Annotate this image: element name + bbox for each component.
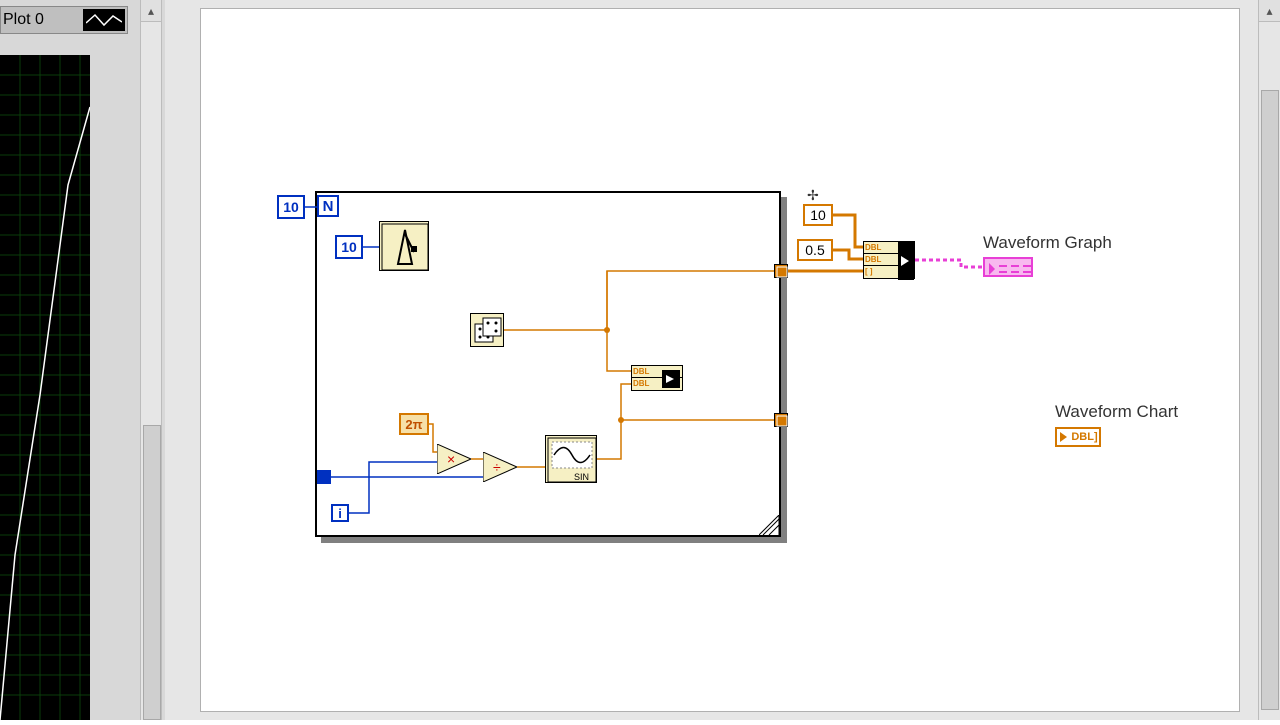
front-panel-scrollbar[interactable]: ▴ xyxy=(140,0,162,720)
wait-ms-function[interactable] xyxy=(379,221,429,271)
random-number-function[interactable] xyxy=(470,313,504,347)
sine-function[interactable]: SIN xyxy=(545,435,597,483)
build-array-function[interactable]: DBL DBL xyxy=(631,365,683,391)
t0-constant[interactable]: 10 xyxy=(803,204,833,226)
svg-text:÷: ÷ xyxy=(493,459,501,475)
plot-line-style-icon[interactable] xyxy=(83,9,125,31)
sine-icon: SIN xyxy=(546,436,598,484)
front-panel-strip: Plot 0 ▴ xyxy=(0,0,165,720)
divide-icon: ÷ xyxy=(483,452,521,482)
multiply-icon: × xyxy=(437,444,475,474)
block-diagram-scrollbar[interactable]: ▴ xyxy=(1258,0,1280,720)
graph-svg xyxy=(0,55,90,720)
tunnel-array-bottom[interactable] xyxy=(774,413,788,427)
bd-scroll-thumb[interactable] xyxy=(1261,90,1279,710)
n-terminal[interactable]: N xyxy=(317,195,339,217)
waveform-graph-plot-area[interactable] xyxy=(0,55,90,720)
scroll-up-icon[interactable]: ▴ xyxy=(141,0,161,22)
multiply-function[interactable]: × xyxy=(437,444,475,474)
svg-text:SIN: SIN xyxy=(574,472,589,482)
block-diagram-canvas[interactable]: 10 N 10 2π × xyxy=(200,8,1240,712)
for-loop-resize-icon[interactable] xyxy=(759,515,779,535)
chart-terminal-type: DBL xyxy=(1071,431,1094,443)
loop-index-source[interactable] xyxy=(317,470,331,484)
loop-count-constant[interactable]: 10 xyxy=(277,195,305,219)
block-diagram-panel: 10 N 10 2π × xyxy=(165,0,1280,720)
bd-scroll-up-icon[interactable]: ▴ xyxy=(1259,0,1280,22)
plot-legend[interactable]: Plot 0 xyxy=(0,6,128,34)
svg-text:×: × xyxy=(447,451,455,467)
chart-terminal-icon xyxy=(1058,429,1070,445)
two-pi-constant[interactable]: 2π xyxy=(399,413,429,435)
divide-function[interactable]: ÷ xyxy=(483,452,521,482)
bundle-output-icon xyxy=(898,242,914,280)
scroll-thumb[interactable] xyxy=(143,425,161,720)
dice-icon xyxy=(471,314,505,348)
array-append-icon xyxy=(662,370,680,388)
cursor-icon: ✢ xyxy=(807,187,819,204)
waveform-chart-label: Waveform Chart xyxy=(1055,402,1178,422)
tunnel-array-top[interactable] xyxy=(774,264,788,278)
graph-terminal-icon xyxy=(985,259,1035,279)
metronome-icon xyxy=(380,222,430,272)
waveform-graph-label: Waveform Graph xyxy=(983,233,1112,253)
iteration-terminal[interactable]: i xyxy=(331,504,349,522)
wait-ms-constant[interactable]: 10 xyxy=(335,235,363,259)
dt-constant[interactable]: 0.5 xyxy=(797,239,833,261)
plot-legend-label: Plot 0 xyxy=(1,11,83,29)
waveform-chart-terminal[interactable]: DBL] xyxy=(1055,427,1101,447)
waveform-graph-terminal[interactable] xyxy=(983,257,1033,277)
build-waveform-function[interactable]: DBL DBL [ ] xyxy=(863,241,915,279)
